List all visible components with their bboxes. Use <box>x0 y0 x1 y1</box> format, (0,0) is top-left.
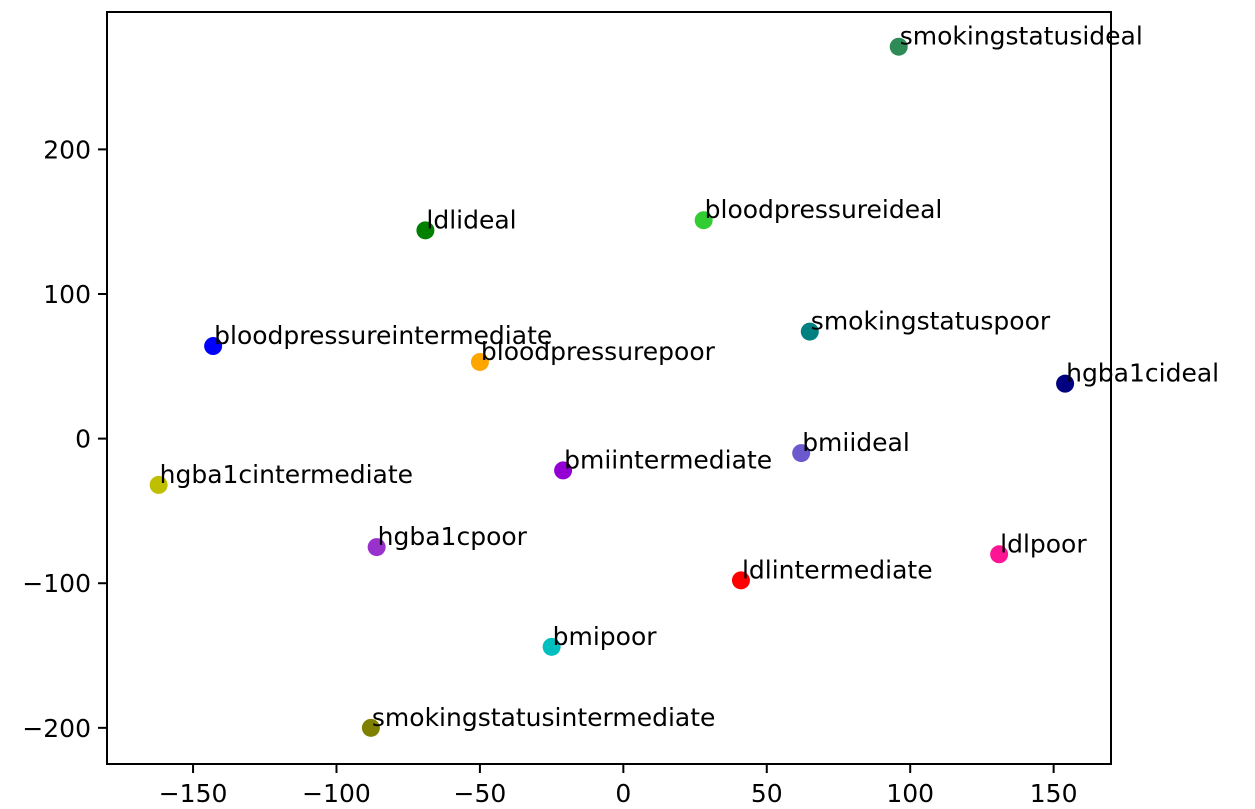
point-label-bmipoor: bmipoor <box>553 622 658 651</box>
x-tick-label: −150 <box>159 779 228 808</box>
data-point-bloodpressureideal <box>694 211 713 230</box>
point-label-bmiintermediate: bmiintermediate <box>564 445 772 474</box>
x-tick-label: −100 <box>302 779 371 808</box>
x-tick-label: −50 <box>454 779 507 808</box>
x-tick-label: 150 <box>1030 779 1078 808</box>
data-point-hgba1cideal <box>1056 374 1075 393</box>
point-label-smokingstatusideal: smokingstatusideal <box>900 22 1143 51</box>
data-point-bloodpressurepoor <box>470 352 489 371</box>
point-label-hgba1cintermediate: hgba1cintermediate <box>160 460 413 489</box>
point-label-bloodpressurepoor: bloodpressurepoor <box>481 337 716 366</box>
x-tick-label: 0 <box>615 779 631 808</box>
y-tick-label: 0 <box>75 425 91 454</box>
data-point-ldlpoor <box>990 545 1009 564</box>
point-labels: smokingstatusideal ldlideal bloodpressurei… <box>160 22 1219 732</box>
point-label-ldlpoor: ldlpoor <box>1000 529 1087 558</box>
y-tick-label: 100 <box>43 280 91 309</box>
data-point-bmipoor <box>542 637 561 656</box>
data-points <box>149 37 1075 737</box>
y-tick-label: −200 <box>22 714 91 743</box>
data-point-hgba1cpoor <box>367 538 386 557</box>
data-point-ldlintermediate <box>731 571 750 590</box>
data-point-smokingstatuspoor <box>800 322 819 341</box>
point-label-bmiideal: bmiideal <box>802 428 910 457</box>
point-label-smokingstatusintermediate: smokingstatusintermediate <box>372 703 716 732</box>
point-label-bloodpressureintermediate: bloodpressureintermediate <box>214 321 552 350</box>
data-point-hgba1cintermediate <box>149 475 168 494</box>
data-point-bmiideal <box>792 444 811 463</box>
x-tick-label: 50 <box>751 779 783 808</box>
data-point-ldlideal <box>416 221 435 240</box>
point-label-ldlideal: ldlideal <box>426 205 516 234</box>
y-axis: −200 −100 0 100 200 <box>22 135 107 743</box>
point-label-smokingstatuspoor: smokingstatuspoor <box>811 307 1051 336</box>
data-point-bmiintermediate <box>554 461 573 480</box>
point-label-bloodpressureideal: bloodpressureideal <box>705 195 943 224</box>
point-label-hgba1cpoor: hgba1cpoor <box>378 522 528 551</box>
point-label-hgba1cideal: hgba1cideal <box>1066 359 1219 388</box>
data-point-smokingstatusideal <box>889 37 908 56</box>
data-point-smokingstatusintermediate <box>361 718 380 737</box>
x-axis: −150 −100 −50 0 50 100 150 <box>159 764 1078 808</box>
y-tick-label: −100 <box>22 569 91 598</box>
y-tick-label: 200 <box>43 135 91 164</box>
data-point-bloodpressureintermediate <box>204 337 223 356</box>
x-tick-label: 100 <box>886 779 934 808</box>
point-label-ldlintermediate: ldlintermediate <box>742 555 933 584</box>
plot-frame <box>106 11 1112 765</box>
